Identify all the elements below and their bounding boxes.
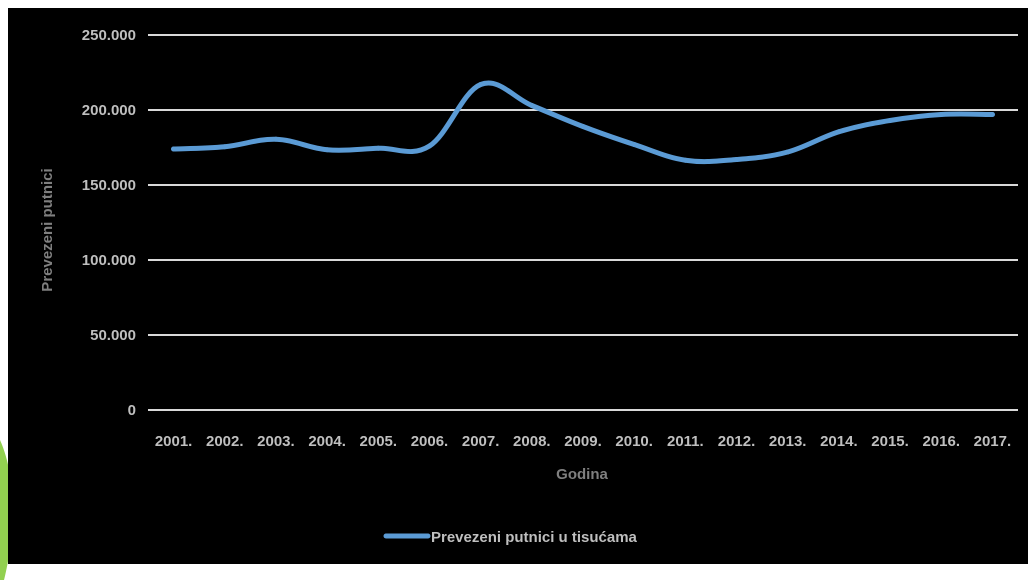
legend: Prevezeni putnici u tisućama	[383, 529, 638, 546]
data-point	[222, 144, 228, 150]
series-line	[171, 80, 995, 165]
y-tick-label: 50.000	[90, 327, 136, 344]
y-axis-title: Prevezeni putnici	[39, 168, 56, 291]
data-point	[836, 129, 842, 135]
x-tick-label: 2015.	[871, 433, 909, 450]
x-tick-label: 2006.	[411, 433, 449, 450]
x-tick-label: 2014.	[820, 433, 858, 450]
x-tick-label: 2003.	[257, 433, 295, 450]
x-tick-label: 2010.	[615, 433, 653, 450]
data-point	[682, 157, 688, 163]
x-axis-tick-labels: 2001. 2002. 2003. 2004. 2005. 2006. 2007. 2008.…	[155, 433, 1011, 450]
data-point	[273, 136, 279, 142]
series-layer	[171, 80, 995, 165]
x-tick-label: 2001.	[155, 433, 193, 450]
data-point	[478, 82, 484, 87]
y-axis-tick-labels: 0 50.000 100.000 150.000 200.000 250.000	[82, 27, 136, 419]
x-tick-label: 2004.	[308, 433, 346, 450]
data-point	[631, 142, 637, 147]
y-tick-label: 200.000	[82, 102, 136, 119]
gridlines	[148, 34, 1018, 411]
legend-label: Prevezeni putnici u tisućama	[431, 529, 638, 546]
x-tick-label: 2007.	[462, 433, 500, 450]
y-tick-label: 250.000	[82, 27, 136, 44]
x-tick-label: 2016.	[922, 433, 960, 450]
data-point	[375, 145, 381, 151]
data-point	[938, 112, 944, 117]
passenger-line-chart: 0 50.000 100.000 150.000 200.000 250.000 2001…	[39, 27, 1018, 546]
chart-panel: 0 50.000 100.000 150.000 200.000 250.000 2001…	[8, 8, 1028, 564]
x-tick-label: 2012.	[718, 433, 756, 450]
data-point	[989, 112, 995, 117]
x-tick-label: 2008.	[513, 433, 551, 450]
x-tick-label: 2013.	[769, 433, 807, 450]
x-tick-label: 2002.	[206, 433, 244, 450]
data-point	[734, 157, 740, 162]
x-tick-label: 2005.	[360, 433, 398, 450]
y-tick-label: 100.000	[82, 252, 136, 269]
x-tick-label: 2017.	[974, 433, 1012, 450]
x-tick-label: 2011.	[667, 433, 704, 450]
x-axis-title: Godina	[556, 466, 608, 483]
x-tick-label: 2009.	[564, 433, 602, 450]
data-point	[171, 146, 177, 152]
data-point	[887, 118, 893, 123]
data-point	[785, 149, 791, 155]
y-tick-label: 150.000	[82, 177, 136, 194]
y-tick-label: 0	[128, 402, 136, 419]
data-point	[580, 124, 586, 129]
data-point	[529, 103, 535, 108]
data-point	[324, 147, 330, 153]
data-point	[426, 143, 432, 149]
